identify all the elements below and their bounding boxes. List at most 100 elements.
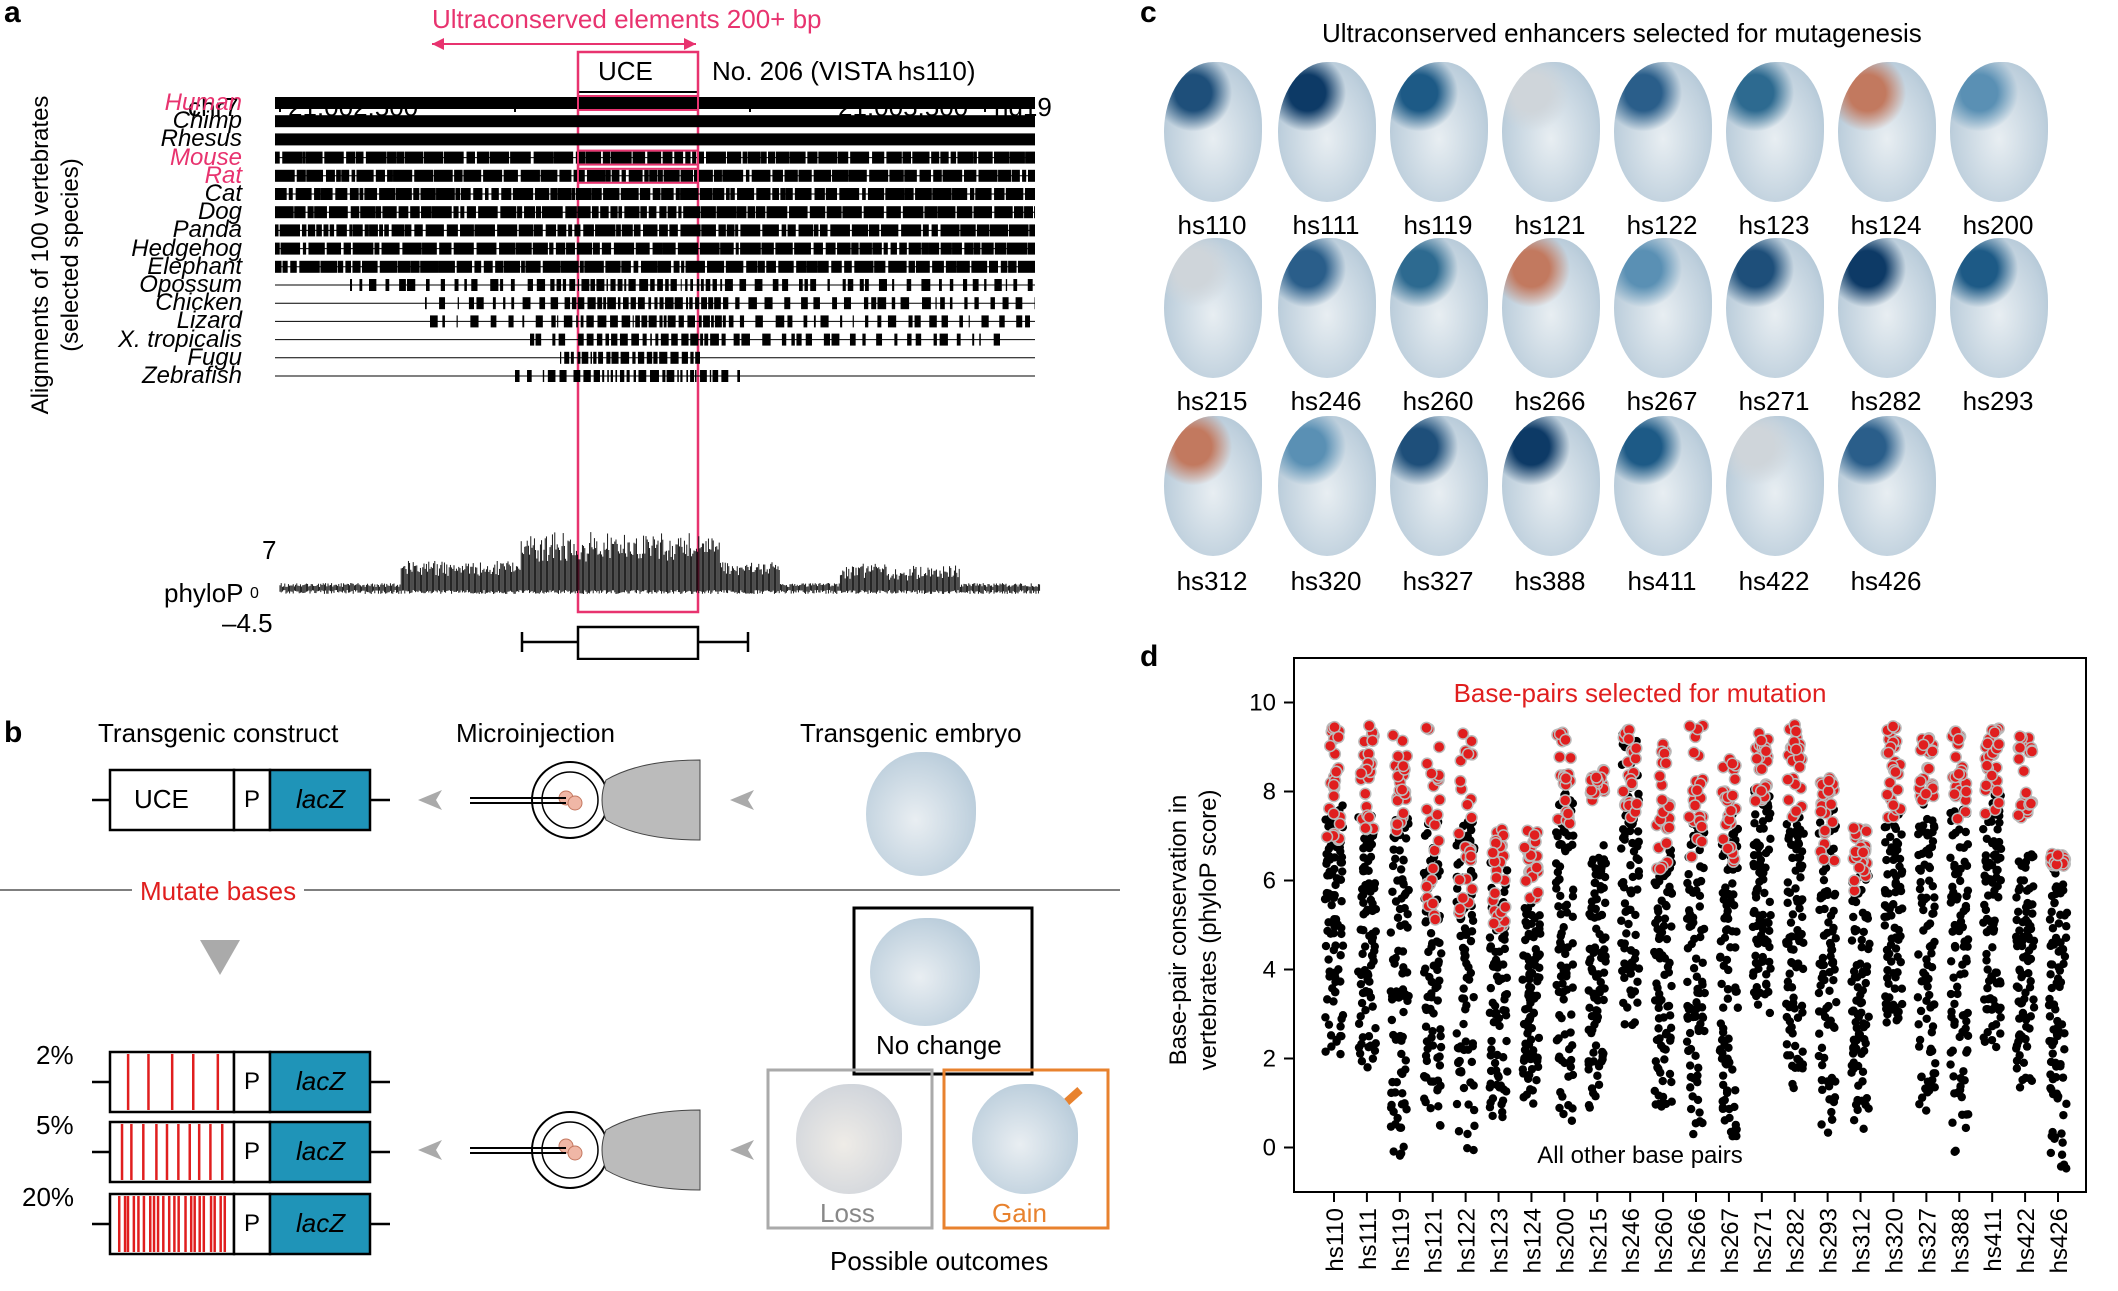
other-point — [1356, 1012, 1365, 1021]
category-points-hs327 — [1913, 731, 1940, 1115]
other-point — [1951, 828, 1960, 838]
selected-point — [1395, 783, 1409, 796]
other-point — [1551, 878, 1561, 887]
selected-point — [1354, 767, 1368, 780]
other-point — [2047, 1085, 2056, 1094]
y-axis: 0 2 4 6 8 10 — [1249, 690, 1294, 1162]
selected-point — [1721, 842, 1735, 855]
selected-point — [1654, 862, 1667, 876]
selected-point — [1332, 730, 1345, 744]
other-point — [1626, 969, 1636, 978]
other-point — [1394, 993, 1404, 1002]
other-point — [1589, 989, 1598, 998]
panel-b-label: b — [4, 716, 23, 749]
other-point — [1730, 1125, 1740, 1135]
other-point — [1396, 865, 1406, 874]
other-point — [1980, 1037, 1990, 1046]
other-point — [1814, 1051, 1824, 1061]
other-point — [1421, 1022, 1431, 1031]
other-point — [1398, 1032, 1407, 1042]
other-point — [1395, 904, 1405, 914]
species-label-rat: Rat — [204, 161, 242, 189]
embryo-label-hs271: hs271 — [1738, 386, 1810, 416]
other-point — [1467, 1057, 1477, 1067]
other-point — [1459, 1019, 1468, 1029]
other-point — [1917, 1072, 1926, 1081]
embryo-label-hs124: hs124 — [1850, 210, 1922, 240]
other-point — [1493, 1050, 1502, 1060]
other-point — [1423, 992, 1432, 1002]
selected-point — [1456, 891, 1470, 905]
selected-point — [1420, 721, 1433, 735]
other-point — [1849, 1006, 1858, 1015]
other-point — [1329, 945, 1338, 955]
other-point — [1697, 977, 1707, 987]
other-point — [1683, 878, 1692, 888]
chart-title: Base-pairs selected for mutation — [1454, 678, 1827, 708]
x-tick-label-hs312: hs312 — [1849, 1208, 1876, 1273]
other-point — [1693, 1095, 1703, 1105]
x-tick-label-hs388: hs388 — [1947, 1208, 1974, 1273]
other-point — [1793, 959, 1803, 968]
embryo-image-hs293 — [1950, 238, 2048, 378]
other-point — [1724, 965, 1733, 975]
other-point — [1960, 1076, 1969, 1085]
mutated-construct-2pct — [92, 1050, 390, 1114]
other-point — [1360, 862, 1369, 871]
other-point — [1696, 932, 1705, 942]
x-tick-label-hs123: hs123 — [1487, 1208, 1514, 1273]
other-point — [1434, 959, 1443, 968]
other-point — [1897, 984, 1907, 993]
selected-point — [1914, 774, 1927, 788]
other-point — [1556, 961, 1566, 970]
other-point — [1897, 999, 1907, 1009]
other-point — [1324, 918, 1333, 927]
other-point — [1688, 913, 1698, 922]
other-point — [1600, 945, 1609, 954]
other-point — [1954, 869, 1963, 878]
other-point — [1619, 883, 1629, 892]
other-point — [1560, 1030, 1570, 1039]
other-point — [1864, 944, 1873, 954]
other-point — [1981, 905, 1991, 915]
other-point — [1887, 911, 1896, 920]
other-point — [1792, 932, 1802, 942]
other-point — [1820, 975, 1829, 985]
other-point — [1560, 845, 1570, 854]
selected-point — [1553, 750, 1566, 764]
category-points-hs320 — [1880, 720, 1907, 1027]
other-point — [1338, 867, 1347, 876]
other-point — [1596, 978, 1605, 987]
other-point — [1488, 998, 1497, 1008]
mutated-construct-5pct — [92, 1120, 390, 1184]
embryo-label-hs293: hs293 — [1962, 386, 2034, 416]
other-point — [1591, 904, 1600, 914]
other-point — [1922, 955, 1931, 964]
other-point — [1354, 1043, 1364, 1052]
other-point — [1855, 959, 1865, 968]
other-point — [1927, 842, 1937, 852]
other-point — [2054, 963, 2063, 972]
other-point — [1428, 1027, 1437, 1036]
other-point — [1336, 1022, 1345, 1031]
other-point — [1327, 900, 1336, 910]
other-point — [2046, 941, 2055, 951]
x-tick-label-hs246: hs246 — [1618, 1208, 1645, 1273]
other-point — [1622, 929, 1631, 938]
other-point — [1857, 935, 1866, 945]
other-point — [2062, 908, 2072, 918]
other-point — [1631, 910, 1640, 920]
other-point — [1914, 1020, 1923, 1029]
other-point — [1453, 1043, 1463, 1053]
other-point — [1667, 1077, 1676, 1087]
other-point — [1719, 1024, 1728, 1033]
other-point — [1817, 1043, 1827, 1053]
other-point — [1534, 1033, 1544, 1043]
alignment-y-axis-label: Alignments of 100 vertebrates (selected … — [26, 20, 86, 490]
other-point — [2058, 1073, 2068, 1082]
other-point — [1618, 966, 1627, 976]
panel-b-diagram — [0, 759, 1120, 1256]
other-point — [1988, 1021, 1997, 1031]
other-point — [2056, 1062, 2065, 1071]
other-point — [1751, 810, 1760, 819]
